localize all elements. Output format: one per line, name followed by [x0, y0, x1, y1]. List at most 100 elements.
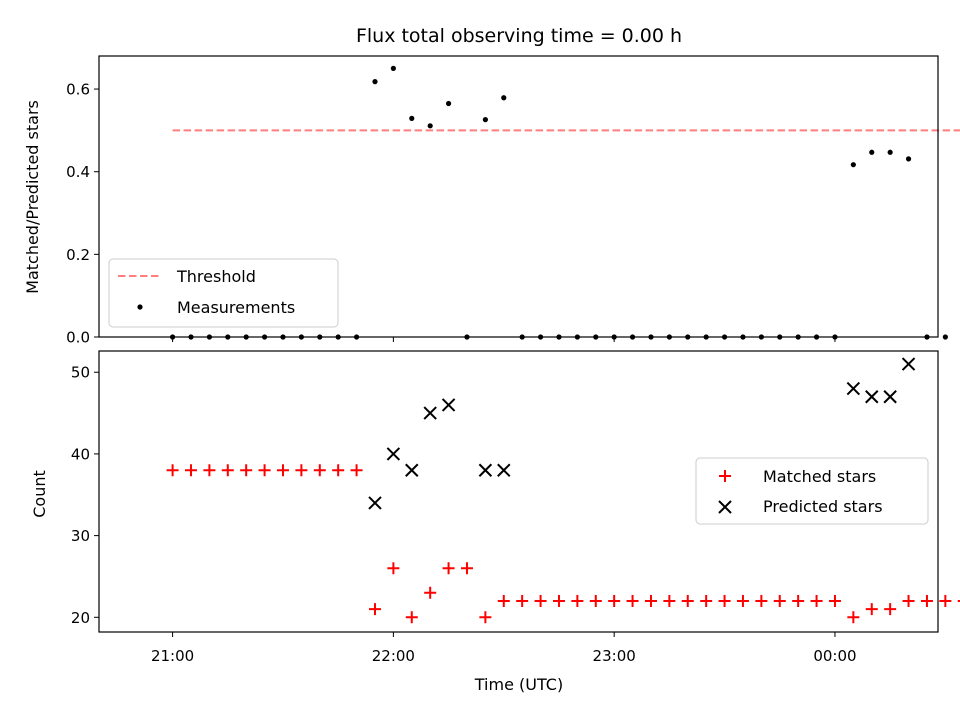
- matched-stars-point-8: [313, 464, 326, 477]
- x-tick-label-0: 21:00: [151, 647, 194, 665]
- count-points: [166, 357, 960, 624]
- matched-stars-point-27: [663, 594, 676, 607]
- measurements-point-17: [482, 117, 488, 123]
- matched-stars-point-17: [479, 611, 492, 624]
- measurements-point-14: [427, 123, 433, 129]
- matched-stars-point-14: [424, 586, 437, 599]
- predicted-stars-point-3: [423, 406, 437, 420]
- ratio-y-ticks: 0.0 0.2 0.4 0.6: [66, 81, 99, 347]
- matched-stars-point-21: [552, 594, 565, 607]
- measurements-point-38: [869, 149, 875, 155]
- matched-stars-point-35: [810, 594, 823, 607]
- ratio-x-ticks: [172, 337, 836, 342]
- matched-stars-point-41: [920, 594, 933, 607]
- legend-matched-swatch: [719, 470, 731, 482]
- matched-stars-point-7: [295, 464, 308, 477]
- ratio-axes-frame: [98, 55, 939, 338]
- matched-stars-point-11: [368, 603, 381, 616]
- matched-stars-point-9: [332, 464, 345, 477]
- matched-stars-point-25: [626, 594, 639, 607]
- predicted-stars-point-9: [883, 390, 897, 404]
- matched-stars-point-16: [460, 562, 473, 575]
- matched-stars-point-2: [203, 464, 216, 477]
- ratio-y-tick-label-2: 0.4: [66, 163, 90, 181]
- count-y-tick-label-3: 50: [71, 364, 90, 382]
- matched-stars-point-20: [534, 594, 547, 607]
- matched-stars-point-34: [792, 594, 805, 607]
- ratio-y-tick-label-3: 0.6: [66, 81, 90, 99]
- legend-predicted-swatch: [718, 500, 732, 514]
- matched-stars-point-12: [387, 562, 400, 575]
- matched-stars-point-38: [865, 603, 878, 616]
- measurements-point-15: [445, 100, 452, 107]
- count-y-tick-label-2: 40: [71, 445, 90, 463]
- predicted-stars-point-8: [865, 390, 879, 404]
- matched-stars-point-15: [442, 562, 455, 575]
- legend-matched-label: Matched stars: [763, 467, 876, 486]
- measurements-point-12: [390, 65, 396, 71]
- matched-stars-point-10: [350, 464, 363, 477]
- predicted-stars-point-7: [846, 381, 861, 396]
- measurements-point-37: [850, 162, 856, 168]
- matched-stars-point-40: [902, 594, 915, 607]
- measurements-point-13: [409, 115, 415, 121]
- legend-measurements-swatch: [137, 304, 143, 310]
- ratio-legend: Threshold Measurements: [108, 258, 339, 328]
- matched-stars-point-29: [700, 594, 713, 607]
- matched-stars-point-5: [258, 464, 271, 477]
- matched-stars-point-6: [276, 464, 289, 477]
- matched-stars-point-18: [497, 594, 510, 607]
- matched-stars-point-4: [240, 464, 253, 477]
- measurements-point-42: [942, 334, 948, 340]
- predicted-stars-point-4: [441, 398, 456, 412]
- matched-stars-point-42: [939, 594, 952, 607]
- count-y-ticks: 20 30 40 50: [71, 364, 99, 627]
- legend-threshold-label: Threshold: [176, 267, 256, 286]
- predicted-stars-point-6: [497, 463, 511, 477]
- count-axes-frame: [98, 350, 939, 633]
- matched-stars-point-13: [405, 611, 418, 624]
- ratio-legend-box: [108, 258, 339, 328]
- x-tick-label-1: 22:00: [372, 647, 415, 665]
- ratio-y-tick-label-1: 0.2: [66, 246, 90, 264]
- matched-stars-point-24: [608, 594, 621, 607]
- measurements-point-39: [887, 149, 893, 155]
- matched-stars-point-39: [884, 603, 897, 616]
- measurements-point-11: [372, 79, 378, 85]
- measurements-point-40: [905, 156, 912, 162]
- predicted-stars-point-2: [405, 463, 419, 477]
- matched-stars-point-0: [166, 464, 179, 477]
- matched-stars-point-22: [571, 594, 584, 607]
- count-y-tick-label-1: 30: [71, 527, 90, 545]
- predicted-stars-point-10: [901, 357, 916, 371]
- matched-stars-point-36: [828, 594, 841, 607]
- matched-stars-point-1: [184, 464, 197, 477]
- matched-stars-point-3: [221, 464, 234, 477]
- predicted-stars-point-1: [386, 447, 401, 461]
- x-axis-label: Time (UTC): [474, 675, 563, 694]
- legend-measurements-label: Measurements: [177, 298, 295, 317]
- matched-stars-point-31: [736, 594, 749, 607]
- legend-predicted-label: Predicted stars: [763, 497, 883, 516]
- predicted-stars-point-5: [478, 463, 493, 477]
- count-y-tick-label-0: 20: [71, 609, 90, 627]
- matched-stars-point-19: [516, 594, 529, 607]
- matched-stars-point-33: [773, 594, 786, 607]
- ratio-panel: 0.0 0.2 0.4 0.6 Matched/Predicted stars Thr…: [23, 55, 960, 347]
- count-legend: Matched stars Predicted stars: [695, 457, 929, 525]
- matched-stars-point-28: [681, 594, 694, 607]
- measurements-point-18: [501, 95, 507, 101]
- matched-stars-point-37: [847, 611, 860, 624]
- matched-stars-point-30: [718, 594, 731, 607]
- matched-stars-point-23: [589, 594, 602, 607]
- matched-stars-point-26: [644, 594, 657, 607]
- ratio-y-axis-label: Matched/Predicted stars: [23, 100, 42, 294]
- x-tick-label-2: 23:00: [593, 647, 636, 665]
- predicted-stars-point-0: [368, 496, 382, 510]
- ratio-y-tick-label-0: 0.0: [66, 329, 90, 347]
- count-legend-box: [695, 457, 929, 525]
